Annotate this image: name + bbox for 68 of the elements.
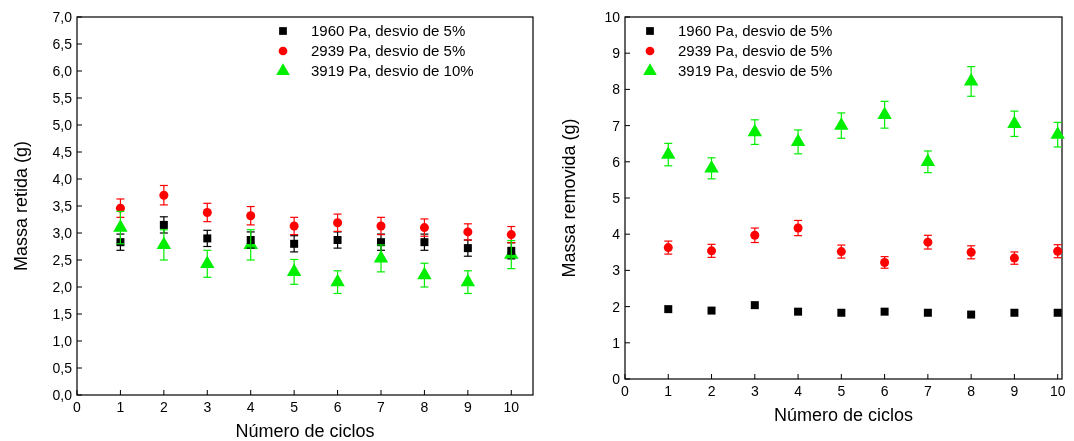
- x-tick-label: 2: [707, 383, 716, 399]
- y-tick-label: 8: [612, 81, 621, 98]
- point: [1053, 308, 1062, 317]
- x-tick-label: 4: [246, 399, 255, 415]
- y-tick-label: 2,0: [52, 279, 73, 295]
- point: [880, 307, 889, 316]
- point: [664, 305, 673, 314]
- y-tick-label: 3: [612, 262, 621, 279]
- y-axis-title: Massa removida (g): [559, 118, 579, 278]
- x-tick-label: 7: [377, 399, 386, 415]
- y-tick-label: 0,5: [52, 360, 73, 376]
- y-tick-label: 4: [612, 226, 621, 243]
- point: [794, 307, 803, 316]
- legend-label: 2939 Pa, desvio de 5%: [678, 42, 833, 59]
- y-tick-label: 6,5: [52, 36, 73, 52]
- y-tick-label: 2,5: [52, 252, 73, 268]
- x-tick-label: 6: [333, 399, 342, 415]
- y-tick-label: 1: [612, 334, 621, 351]
- y-tick-label: 3,0: [52, 225, 73, 241]
- x-tick-label: 10: [1049, 383, 1066, 399]
- y-tick-label: 5: [612, 190, 621, 206]
- legend-label: 1960 Pa, desvio de 5%: [678, 22, 833, 39]
- y-tick-label: 5,5: [52, 90, 73, 106]
- point: [923, 308, 932, 317]
- y-tick-label: 9: [612, 45, 621, 62]
- x-tick-label: 4: [794, 383, 803, 399]
- y-axis-title: Massa retida (g): [11, 140, 31, 272]
- y-tick-label: 5,0: [52, 117, 73, 133]
- x-tick-label: 5: [837, 383, 846, 399]
- point: [837, 308, 846, 317]
- x-tick-label: 7: [923, 383, 932, 399]
- x-tick-label: 8: [967, 383, 976, 399]
- y-tick-label: 7,0: [52, 9, 73, 25]
- y-tick-label: 4,5: [52, 144, 73, 160]
- x-tick-label: 3: [750, 383, 759, 399]
- legend-label: 3919 Pa, desvio de 5%: [678, 62, 833, 79]
- y-tick-label: 4,0: [52, 171, 73, 187]
- point: [967, 310, 976, 319]
- point: [1010, 308, 1019, 317]
- x-tick-label: 8: [420, 399, 429, 415]
- x-tick-label: 3: [203, 399, 212, 415]
- x-tick-label: 9: [1010, 383, 1019, 399]
- legend-label: 1960 Pa, desvio de 5%: [311, 22, 466, 39]
- y-tick-label: 0: [612, 371, 621, 387]
- point: [750, 301, 759, 310]
- y-tick-label: 7: [612, 117, 621, 134]
- y-tick-label: 2: [612, 298, 621, 315]
- y-tick-label: 1,5: [52, 306, 73, 322]
- y-tick-label: 1,0: [52, 333, 73, 349]
- point: [707, 306, 716, 315]
- y-tick-label: 10: [604, 9, 621, 25]
- x-tick-label: 6: [880, 383, 889, 399]
- point: [834, 117, 849, 130]
- legend-label: 2939 Pa, desvio de 5%: [311, 42, 466, 59]
- point: [661, 146, 676, 159]
- x-axis-title: Número de ciclos: [235, 421, 375, 441]
- y-tick-label: 0,0: [52, 387, 73, 403]
- y-tick-label: 3,5: [52, 198, 73, 214]
- x-tick-label: 10: [503, 399, 520, 415]
- x-tick-label: 1: [116, 399, 125, 415]
- x-tick-label: 9: [463, 399, 472, 415]
- y-tick-label: 6,0: [52, 63, 73, 79]
- x-tick-label: 1: [664, 383, 673, 399]
- x-axis-title: Número de ciclos: [773, 405, 914, 425]
- x-tick-label: 2: [159, 399, 168, 415]
- x-tick-label: 5: [290, 399, 299, 415]
- legend-label: 3919 Pa, desvio de 10%: [311, 62, 474, 79]
- y-tick-label: 6: [612, 153, 621, 170]
